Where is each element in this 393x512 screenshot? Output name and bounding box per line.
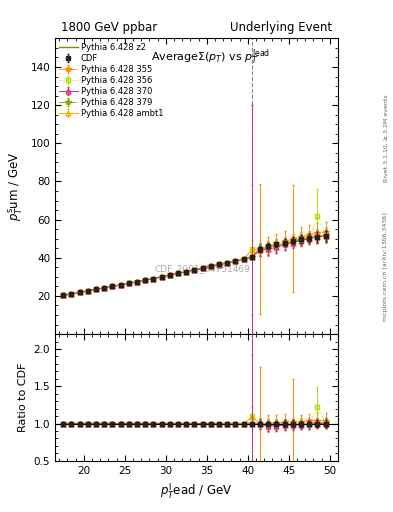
Text: Rivet 3.1.10, ≥ 3.2M events: Rivet 3.1.10, ≥ 3.2M events: [383, 94, 388, 182]
Pythia 6.428 z2: [61, 292, 66, 298]
Pythia 6.428 z2: [233, 258, 238, 264]
Pythia 6.428 z2: [167, 272, 172, 278]
Pythia 6.428 z2: [184, 269, 189, 275]
Text: Underlying Event: Underlying Event: [230, 21, 332, 34]
Legend: Pythia 6.428 z2, CDF, Pythia 6.428 355, Pythia 6.428 356, Pythia 6.428 370, Pyth: Pythia 6.428 z2, CDF, Pythia 6.428 355, …: [57, 41, 165, 120]
Y-axis label: $p_T^{\rm s}$um / GeV: $p_T^{\rm s}$um / GeV: [7, 152, 25, 221]
Pythia 6.428 z2: [274, 242, 279, 248]
Pythia 6.428 z2: [151, 275, 156, 282]
Pythia 6.428 z2: [77, 289, 82, 295]
Y-axis label: Ratio to CDF: Ratio to CDF: [18, 363, 28, 432]
Pythia 6.428 z2: [118, 282, 123, 288]
Pythia 6.428 z2: [200, 265, 205, 271]
Pythia 6.428 z2: [225, 260, 230, 266]
Pythia 6.428 z2: [290, 239, 295, 245]
Pythia 6.428 z2: [258, 246, 263, 252]
Pythia 6.428 z2: [85, 288, 90, 294]
Pythia 6.428 z2: [159, 274, 164, 280]
Text: Average$\Sigma$($p_T$) vs $p_T^{\rm lead}$: Average$\Sigma$($p_T$) vs $p_T^{\rm lead…: [151, 47, 270, 67]
Pythia 6.428 z2: [102, 285, 107, 291]
Text: 1800 GeV ppbar: 1800 GeV ppbar: [61, 21, 157, 34]
Pythia 6.428 z2: [69, 291, 74, 297]
Pythia 6.428 z2: [323, 233, 328, 239]
Pythia 6.428 z2: [250, 254, 254, 260]
Pythia 6.428 z2: [192, 267, 197, 273]
Pythia 6.428 z2: [143, 277, 148, 283]
Pythia 6.428 z2: [176, 270, 180, 276]
Pythia 6.428 z2: [266, 244, 271, 250]
Pythia 6.428 z2: [110, 283, 115, 289]
Pythia 6.428 z2: [94, 286, 98, 292]
Pythia 6.428 z2: [135, 279, 140, 285]
Pythia 6.428 z2: [282, 241, 287, 247]
Pythia 6.428 z2: [307, 234, 312, 241]
Text: CDF_2001_S4751469: CDF_2001_S4751469: [154, 265, 250, 273]
Pythia 6.428 z2: [299, 237, 303, 243]
Pythia 6.428 z2: [217, 262, 221, 268]
Text: mcplots.cern.ch [arXiv:1306.3436]: mcplots.cern.ch [arXiv:1306.3436]: [383, 212, 388, 321]
Line: Pythia 6.428 z2: Pythia 6.428 z2: [63, 236, 326, 295]
Pythia 6.428 z2: [209, 263, 213, 269]
Pythia 6.428 z2: [241, 255, 246, 262]
Pythia 6.428 z2: [315, 233, 320, 240]
Pythia 6.428 z2: [127, 280, 131, 286]
X-axis label: $p_T^{\rm l}$ead / GeV: $p_T^{\rm l}$ead / GeV: [160, 481, 233, 501]
